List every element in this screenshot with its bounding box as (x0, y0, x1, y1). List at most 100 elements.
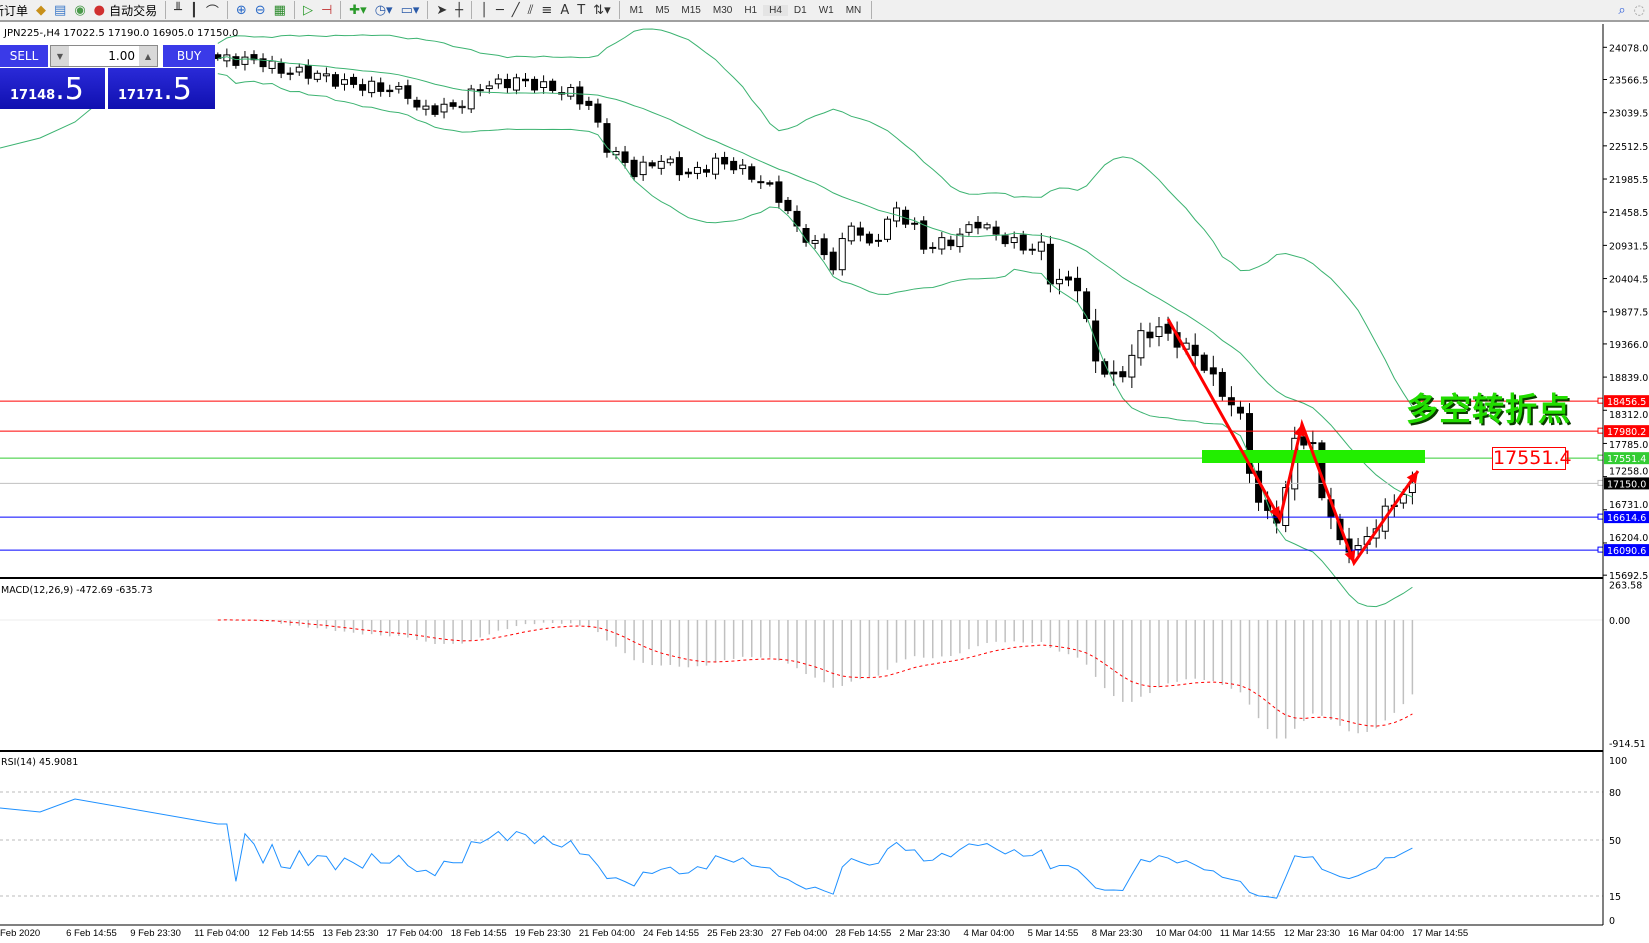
separator (427, 1, 429, 19)
crosshair-icon[interactable]: ┼ (455, 2, 464, 18)
price-tick-label: 18839.0 (1609, 373, 1648, 384)
level-price-tag-text: 17980.2 (1607, 427, 1646, 438)
candle-body (657, 160, 665, 169)
candle-body (1037, 241, 1045, 252)
candle-body (1354, 545, 1362, 551)
toolbar: 新订单 ◆ ▤ ◉ ● 自动交易 ╨ ┃ ⌒ ⊕ ⊖ ▦ ▷ ⊣ ✚▾ ◷▾ ▭… (0, 0, 1649, 22)
lot-size-input[interactable]: ▼ 1.00 ▲ (50, 45, 158, 67)
chart-shift-icon[interactable]: ⊣ (320, 2, 333, 18)
level-price-tag (1604, 544, 1649, 557)
timeframe-H1[interactable]: H1 (744, 4, 758, 16)
bollinger-lower-left (0, 107, 93, 149)
time-label: 17 Mar 14:55 (1412, 928, 1469, 939)
sell-button[interactable]: SELL (0, 45, 48, 67)
templates-icon[interactable]: ▭▾ (400, 2, 420, 18)
level-price-tag-text: 16614.6 (1607, 513, 1646, 524)
time-label: 10 Mar 04:00 (1155, 928, 1212, 939)
time-label: 27 Feb 04:00 (771, 928, 828, 939)
candle-body (775, 181, 783, 203)
profile-icon[interactable]: ▤ (54, 2, 67, 18)
level-handle (1597, 397, 1604, 404)
candle-body (404, 85, 412, 99)
line-chart-icon[interactable]: ⌒ (205, 4, 219, 20)
time-label: 19 Feb 23:30 (514, 928, 571, 939)
timeframe-MN[interactable]: MN (845, 4, 862, 16)
candle-body (549, 80, 557, 91)
periods-icon[interactable]: ◷▾ (374, 2, 393, 18)
candle-body (856, 227, 864, 236)
indicators-icon[interactable]: ✚▾ (349, 2, 367, 18)
candle-body (847, 225, 855, 242)
rsi-line (0, 798, 1413, 899)
text-icon[interactable]: A (560, 2, 570, 18)
channel-icon[interactable]: ⫽ (527, 2, 534, 18)
time-label: 12 Mar 23:30 (1284, 928, 1340, 939)
time-label: 18 Feb 14:55 (450, 928, 507, 939)
cursor-icon[interactable]: ➤ (436, 2, 448, 18)
macd-tick-label: -914.51 (1609, 739, 1646, 750)
chat-icon[interactable]: ◌ (1633, 2, 1645, 18)
candle-body (983, 224, 991, 229)
candle-body (476, 89, 484, 92)
time-label: 28 Feb 14:55 (835, 928, 892, 939)
buy-price[interactable]: 17171.5 (108, 68, 215, 109)
time-label: 9 Feb 23:30 (130, 928, 181, 939)
trendline-icon[interactable]: ╱ (511, 2, 520, 18)
timeframe-H4[interactable]: H4 (763, 4, 788, 16)
signal-icon[interactable]: ◉ (74, 2, 86, 18)
price-tick-label: 20404.5 (1609, 275, 1648, 286)
rsi-panel (0, 791, 1603, 899)
zoom-in-icon[interactable]: ⊕ (235, 2, 247, 18)
timeframe-D1[interactable]: D1 (793, 4, 807, 16)
candle-body (1137, 330, 1145, 359)
candle-body (603, 123, 611, 153)
buy-button[interactable]: BUY (163, 45, 215, 67)
arrows-icon[interactable]: ⇅▾ (593, 2, 611, 18)
sell-price[interactable]: 17148.5 (0, 68, 105, 109)
timeframe-M5[interactable]: M5 (655, 4, 670, 16)
timeframe-M30[interactable]: M30 (712, 4, 733, 16)
candle-body (295, 66, 303, 73)
time-label: 5 Mar 14:55 (1027, 928, 1079, 939)
autoscroll-icon[interactable]: ▷ (302, 2, 313, 18)
sell-price-main: 17148 (10, 88, 56, 103)
candle-body (1236, 406, 1244, 414)
bollinger-lower (217, 73, 1413, 608)
new-order-button[interactable]: 新订单 (0, 3, 29, 18)
level-handle (1597, 454, 1604, 461)
candle-body (1164, 323, 1172, 334)
candle-body (1408, 482, 1416, 494)
lot-increase-button[interactable]: ▲ (139, 46, 157, 66)
time-label: 8 Mar 23:30 (1091, 928, 1143, 939)
fibonacci-icon[interactable]: ≡ (541, 2, 553, 18)
candle-body (232, 56, 240, 66)
auto-trading-button[interactable]: ● 自动交易 (90, 0, 162, 20)
arrow-head-icon (1406, 471, 1418, 484)
timeframe-M1[interactable]: M1 (629, 4, 644, 16)
candle-body (721, 156, 729, 165)
candle-body (1200, 354, 1208, 371)
folder-icon[interactable]: ◆ (36, 2, 47, 18)
candle-body (965, 224, 973, 233)
candle-body (911, 222, 919, 225)
horizontal-line-icon[interactable]: ─ (495, 2, 504, 18)
candle-chart-icon[interactable]: ┃ (189, 2, 198, 18)
candle-body (884, 218, 891, 240)
lot-decrease-button[interactable]: ▼ (51, 46, 69, 66)
price-tick-label: 15692.5 (1609, 571, 1648, 582)
tile-icon[interactable]: ▦ (273, 2, 286, 18)
timeframe-M15[interactable]: M15 (681, 4, 701, 16)
bar-chart-icon[interactable]: ╨ (174, 2, 182, 18)
label-icon[interactable]: T (577, 2, 586, 18)
vertical-line-icon[interactable]: │ (480, 2, 488, 18)
candle-body (431, 105, 439, 115)
zoom-out-icon[interactable]: ⊖ (254, 2, 266, 18)
search-icon[interactable]: ⌕ (1618, 2, 1626, 18)
lot-value[interactable]: 1.00 (108, 49, 135, 63)
candle-body (1191, 344, 1199, 357)
level-price-label: 17551.4 (1492, 447, 1572, 470)
timeframe-W1[interactable]: W1 (818, 4, 834, 16)
turning-point-annotation: 多空转折点 (1406, 390, 1572, 428)
rsi-tick-label: 50 (1609, 836, 1621, 847)
